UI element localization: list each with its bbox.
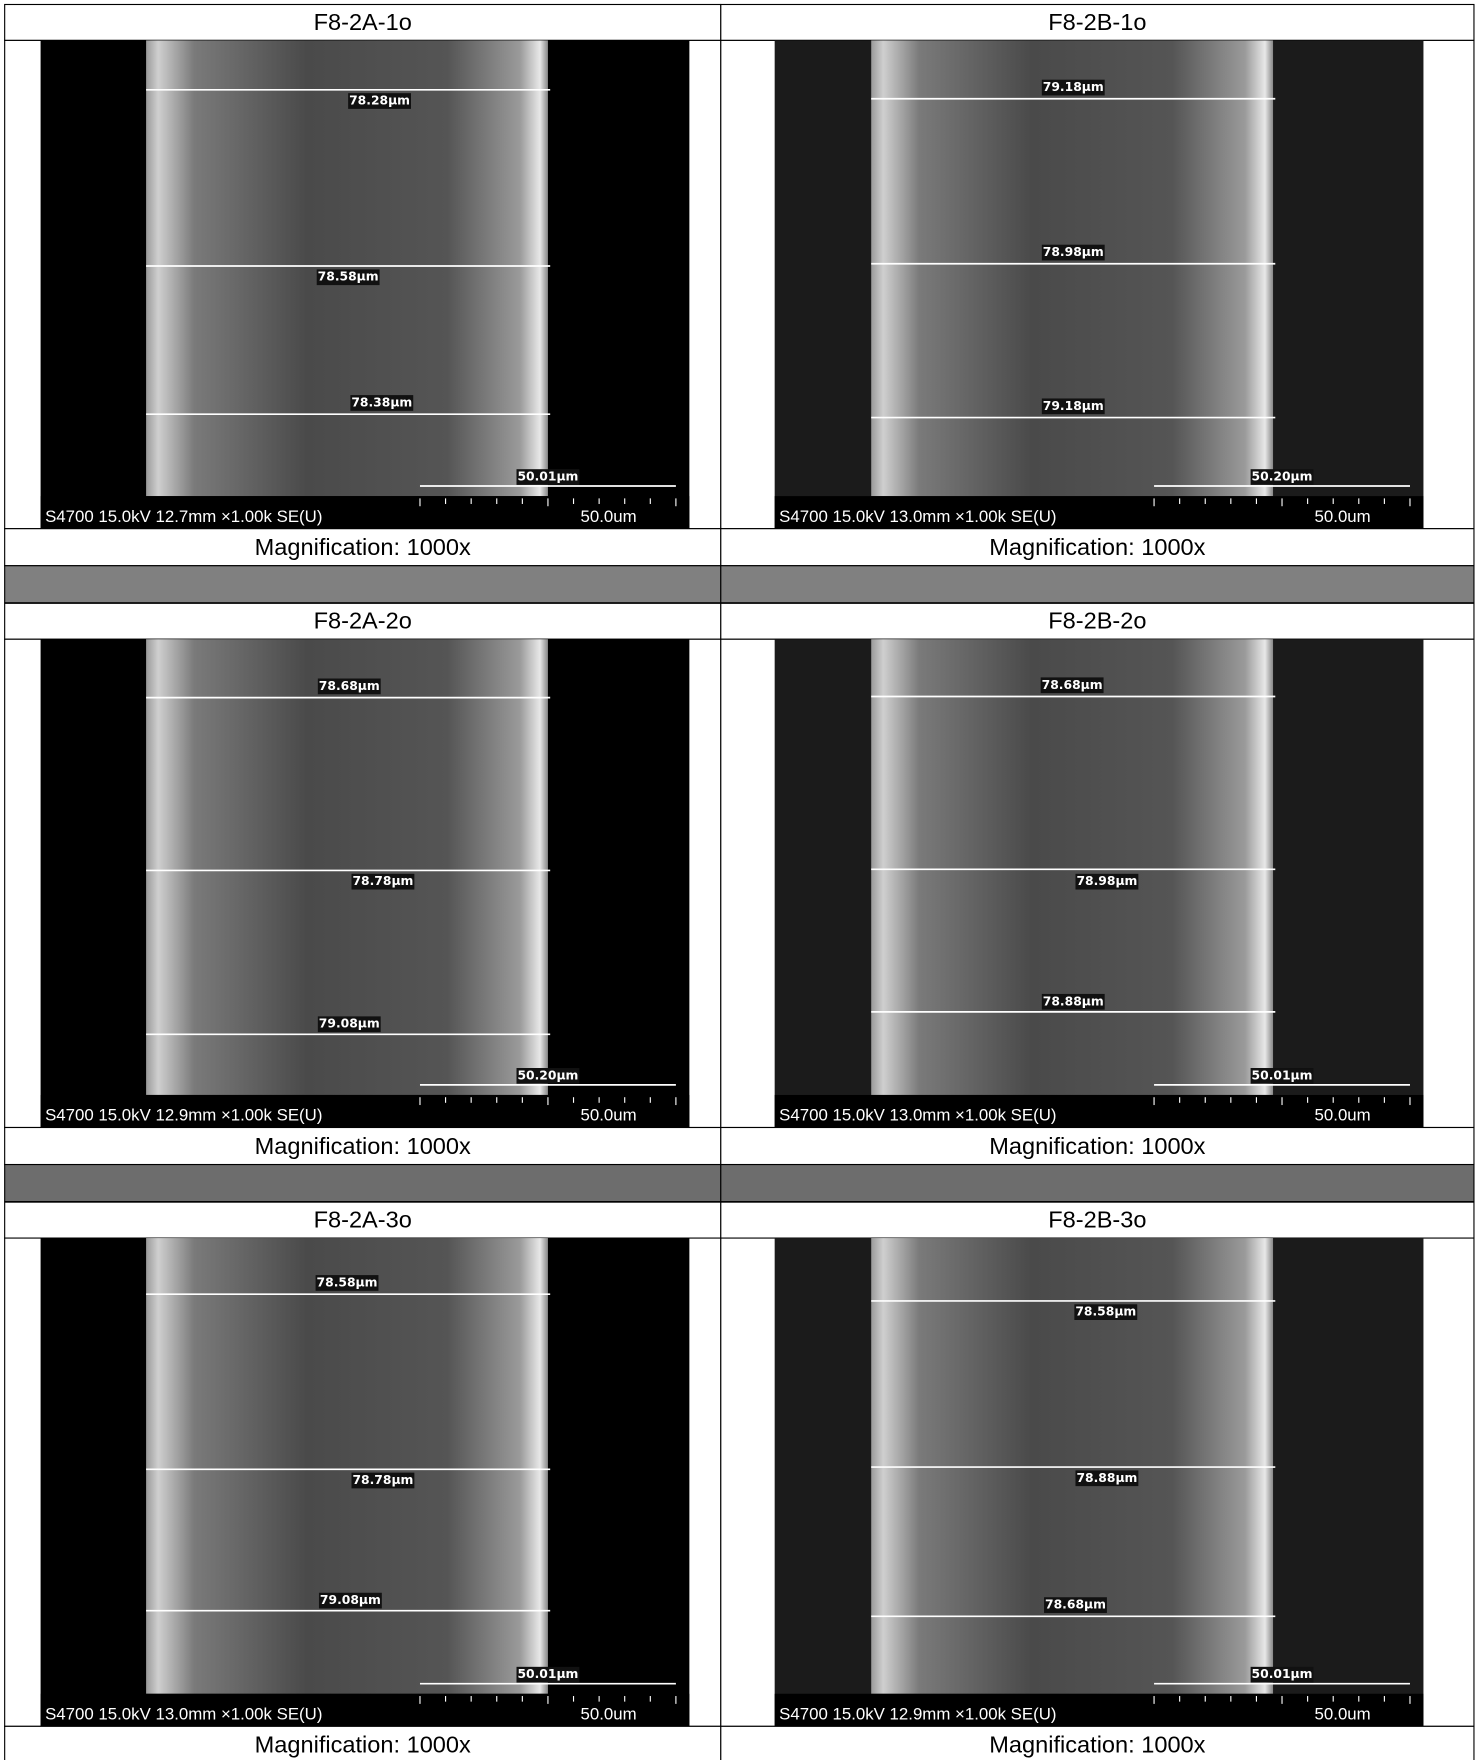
scale-measure: 50.20µm	[517, 1068, 578, 1082]
fiber	[871, 1238, 1274, 1694]
panel-title: F8-2B-2o	[1048, 608, 1146, 634]
cell	[720, 1126, 1475, 1166]
measure-bg	[1040, 677, 1104, 694]
scale-text: 50.0um	[580, 1705, 636, 1724]
measure-bg	[1041, 79, 1105, 96]
cell	[720, 528, 1475, 567]
separator	[720, 1163, 1475, 1203]
measure-label: 78.98µm	[1076, 874, 1137, 888]
cell	[4, 1126, 722, 1166]
info-bar	[774, 1693, 1424, 1727]
measure-label: 78.38µm	[351, 395, 412, 409]
cell	[4, 602, 722, 640]
measure-bg	[1075, 1470, 1139, 1487]
measure-bg	[516, 1068, 580, 1084]
info-text: S4700 15.0kV 13.0mm ×1.00k SE(U)	[779, 1106, 1056, 1125]
measure-bg	[315, 1275, 379, 1291]
measure-bg	[1044, 1597, 1107, 1613]
panel-title: F8-2B-1o	[1048, 9, 1146, 35]
measure-label: 79.18µm	[1043, 399, 1104, 413]
cell	[720, 1725, 1475, 1760]
scale-text: 50.0um	[580, 1106, 636, 1125]
scale-measure: 50.01µm	[1252, 1667, 1313, 1681]
scale-measure: 50.01µm	[517, 1667, 578, 1681]
scale-text: 50.0um	[1315, 1106, 1371, 1125]
cell	[720, 1201, 1475, 1239]
cell	[4, 528, 722, 567]
caption: Magnification: 1000x	[989, 1133, 1205, 1159]
fiber	[871, 639, 1274, 1095]
cell	[4, 3, 722, 41]
info-bar	[774, 1094, 1424, 1128]
separator	[720, 565, 1475, 604]
panel-title: F8-2A-2o	[314, 608, 412, 634]
scale-text: 50.0um	[1315, 507, 1371, 526]
measure-bg	[1074, 1304, 1138, 1320]
info-bar	[40, 1693, 690, 1727]
info-bar	[774, 496, 1424, 529]
measure-label: 78.88µm	[1043, 994, 1104, 1008]
scale-measure: 50.01µm	[1252, 1068, 1313, 1082]
measure-label: 79.18µm	[1043, 80, 1104, 94]
caption: Magnification: 1000x	[989, 534, 1205, 560]
fiber	[871, 40, 1274, 497]
measure-bg	[1041, 993, 1105, 1010]
measure-label: 78.78µm	[352, 874, 413, 888]
measure-bg	[1250, 469, 1314, 485]
caption: Magnification: 1000x	[255, 1133, 471, 1159]
fiber	[146, 40, 548, 497]
scale-text: 50.0um	[580, 507, 636, 526]
measure-bg	[1041, 244, 1105, 261]
measure-label: 78.98µm	[1043, 245, 1104, 259]
measure-label: 78.58µm	[318, 270, 379, 284]
measure-bg	[516, 469, 580, 485]
info-text: S4700 15.0kV 13.0mm ×1.00k SE(U)	[779, 507, 1056, 526]
measure-label: 78.68µm	[1042, 678, 1103, 692]
measure-bg	[350, 395, 414, 411]
measure-bg	[351, 1472, 415, 1489]
scale-measure: 50.20µm	[1252, 470, 1313, 484]
info-text: S4700 15.0kV 13.0mm ×1.00k SE(U)	[45, 1705, 322, 1724]
measure-bg	[1041, 398, 1105, 415]
scale-measure: 50.01µm	[517, 470, 578, 484]
caption: Magnification: 1000x	[255, 534, 471, 560]
measure-bg	[317, 678, 381, 695]
measure-bg	[1250, 1068, 1314, 1084]
measure-label: 78.88µm	[1076, 1471, 1137, 1485]
separator	[4, 1163, 722, 1203]
caption: Magnification: 1000x	[255, 1732, 471, 1758]
info-text: S4700 15.0kV 12.9mm ×1.00k SE(U)	[45, 1106, 322, 1125]
measure-bg	[1075, 873, 1139, 890]
info-text: S4700 15.0kV 12.7mm ×1.00k SE(U)	[45, 507, 322, 526]
measure-bg	[317, 1016, 381, 1033]
measure-label: 78.58µm	[317, 1275, 378, 1289]
scale-text: 50.0um	[1315, 1705, 1371, 1724]
measure-bg	[351, 873, 415, 890]
measure-label: 78.68µm	[319, 679, 380, 693]
fiber	[146, 1238, 548, 1694]
measure-label: 78.28µm	[349, 94, 410, 108]
measure-bg	[348, 93, 411, 109]
info-bar	[40, 496, 690, 529]
separator	[4, 565, 722, 604]
panel-title: F8-2B-3o	[1048, 1206, 1146, 1232]
panel-title: F8-2A-1o	[314, 9, 412, 35]
measure-label: 79.08µm	[320, 1593, 381, 1607]
measure-bg	[1250, 1666, 1314, 1683]
caption: Magnification: 1000x	[989, 1732, 1205, 1758]
measure-label: 78.58µm	[1075, 1305, 1136, 1319]
measure-bg	[318, 1592, 382, 1609]
measure-label: 79.08µm	[319, 1017, 380, 1031]
measure-bg	[316, 269, 380, 286]
panel-title: F8-2A-3o	[314, 1206, 412, 1232]
measure-label: 78.68µm	[1045, 1598, 1106, 1612]
info-bar	[40, 1094, 690, 1128]
measure-label: 78.78µm	[352, 1473, 413, 1487]
info-text: S4700 15.0kV 12.9mm ×1.00k SE(U)	[779, 1705, 1056, 1724]
measure-bg	[516, 1666, 580, 1683]
